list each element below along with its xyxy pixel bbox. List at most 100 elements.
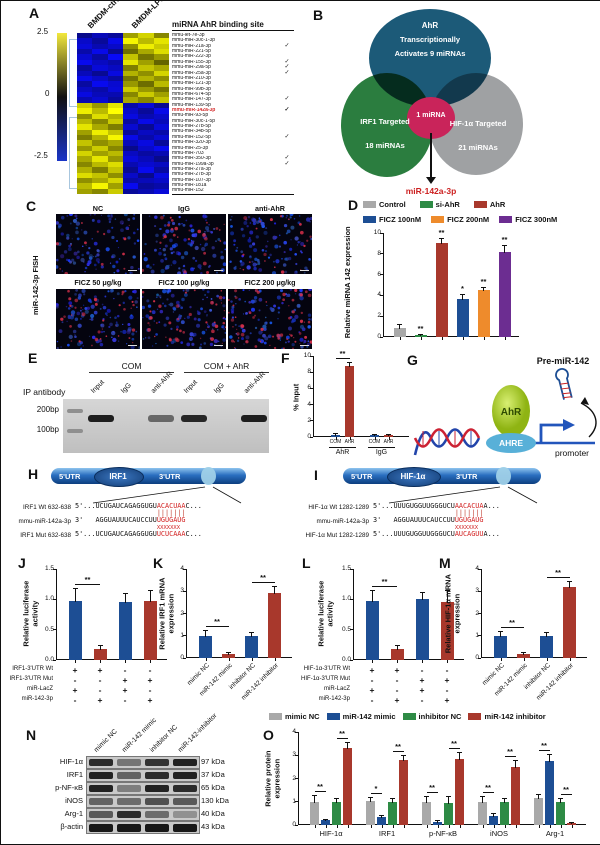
y-tick-label: 2 <box>293 417 311 424</box>
legend-swatch <box>419 201 433 208</box>
heatmap-cell <box>107 134 123 141</box>
mirna-list-row: mmu-miR-25-3p <box>172 146 294 151</box>
chart-f-ylabel: % Input <box>291 383 301 411</box>
legend-item: miR-142 inhibitor <box>468 712 546 721</box>
chart-l-ylabel: Relative luciferase activity <box>316 580 334 647</box>
x-tick <box>381 825 383 828</box>
hif1a-mut-seq: 5'...UUUGUGGUUGGGUCUAUCAGUUA... <box>373 530 500 538</box>
blot-band <box>145 811 169 818</box>
mirna-list-row: mmu-miR-222-3p <box>172 54 294 59</box>
heatmap-cell <box>92 151 108 157</box>
mirna-list-row: mmu-miR-27b-5p <box>172 124 294 129</box>
heatmap-cell <box>153 43 169 50</box>
y-tick-label: 0.0 <box>341 656 351 663</box>
heatmap-cell <box>77 86 93 93</box>
bar <box>456 298 469 337</box>
venn-center-overlap <box>407 97 455 139</box>
heatmap-cell <box>77 49 93 55</box>
y-tick <box>310 436 313 438</box>
y-tick <box>310 420 313 422</box>
y-tick-label: 0 <box>293 433 311 440</box>
y-tick-label: 2 <box>363 312 381 319</box>
x-tick <box>349 437 351 440</box>
blot-column-label: miR-142-inhibitor <box>176 712 219 754</box>
irf1-mut-seq: 5'...UCUGAUCAGAGGUGUUCUCAAAC... <box>75 530 202 538</box>
bar <box>377 816 386 825</box>
heatmap-cell <box>153 92 169 98</box>
heatmap-cell <box>92 188 108 194</box>
mirna-list-row: mmu-miR-27b-3p <box>172 172 294 177</box>
error-bar-cap <box>457 751 462 753</box>
x-tick <box>325 825 327 828</box>
irf1-binding-site-ellipse <box>201 467 216 485</box>
dna-helix-icon <box>413 428 481 456</box>
blot-band <box>173 811 197 818</box>
error-bar-cap <box>369 589 375 591</box>
y-tick <box>380 315 383 317</box>
significance-line <box>500 627 524 629</box>
dendrogram <box>69 117 77 189</box>
error-bar-cap <box>498 631 503 633</box>
heatmap-cell <box>77 54 93 60</box>
significance-label: ** <box>563 785 569 795</box>
y-tick <box>380 336 383 338</box>
mirna-name: mmu-miR-99b-3p <box>172 86 211 92</box>
significance-line <box>538 750 550 752</box>
blot-band <box>173 824 197 832</box>
blot-band <box>89 798 113 805</box>
heatmap-cell <box>138 161 154 168</box>
y-tick <box>310 387 313 389</box>
mismatch-marks: XXXXXXX <box>156 525 181 531</box>
ip-antibody-label: IP antibody <box>23 387 66 397</box>
category-label: p-NF-κB <box>429 829 457 838</box>
heatmap-cell <box>138 49 154 55</box>
heatmap-cell <box>138 151 154 157</box>
y-tick <box>53 659 56 661</box>
legend-swatch <box>431 216 445 223</box>
error-bar <box>228 652 229 655</box>
error-bar-cap <box>569 821 574 823</box>
gel-band <box>181 415 207 422</box>
heatmap-cell <box>122 177 139 184</box>
blot-kda-label: 40 kDa <box>201 809 225 818</box>
mirna-list-row: mmu-miR-181a <box>172 183 294 188</box>
ahr-binding-checkmark: ✓ <box>284 160 290 167</box>
heatmap-cell <box>138 145 154 152</box>
blot-band <box>117 798 141 805</box>
mirna-name: mmu-miR-27b-3p <box>172 172 211 178</box>
y-tick-label: 1.0 <box>44 595 54 603</box>
mirna-list-row: mmu-miR-25a-3p ✓ <box>172 70 294 76</box>
heatmap-cell <box>122 145 139 152</box>
mirna-list-row: mmu-miR-147-3p ✓ <box>172 96 294 102</box>
y-tick-label: 2 <box>461 610 479 617</box>
heatmap-cell <box>153 161 169 168</box>
matrix-cell: - <box>123 665 127 675</box>
mirna-name: mmu-miR-221-5p <box>172 49 211 55</box>
heatmap-cell <box>107 177 123 184</box>
heatmap-cell <box>107 75 123 82</box>
error-bar-cap <box>536 793 541 795</box>
error-bar <box>437 820 438 823</box>
legend-item: FICZ 100nM <box>363 215 421 224</box>
heatmap-cell <box>92 65 108 71</box>
heatmap-cell <box>122 167 139 173</box>
heatmap-cell <box>153 86 169 93</box>
y-tick <box>183 613 186 614</box>
legend-swatch <box>363 201 376 208</box>
significance-line <box>448 747 460 749</box>
heatmap-cell <box>122 43 139 50</box>
x-tick <box>75 660 76 663</box>
x-tick <box>336 825 338 828</box>
error-bar <box>399 324 400 329</box>
gel-marker-200bp: 200bp <box>36 405 59 414</box>
heatmap-cell <box>107 140 123 146</box>
heatmap-cell <box>153 156 169 162</box>
y-tick-label: 8 <box>363 250 381 257</box>
x-bar-label: COM <box>368 439 381 445</box>
y-tick-label: 4 <box>166 565 184 572</box>
error-bar <box>504 798 505 803</box>
mirna-name: mmu-miR-21a-3p <box>172 43 211 49</box>
mirna-name: mmu-miR-29a-5p <box>172 65 211 71</box>
mirna-name: mmu-miR-107-3p <box>172 177 211 183</box>
